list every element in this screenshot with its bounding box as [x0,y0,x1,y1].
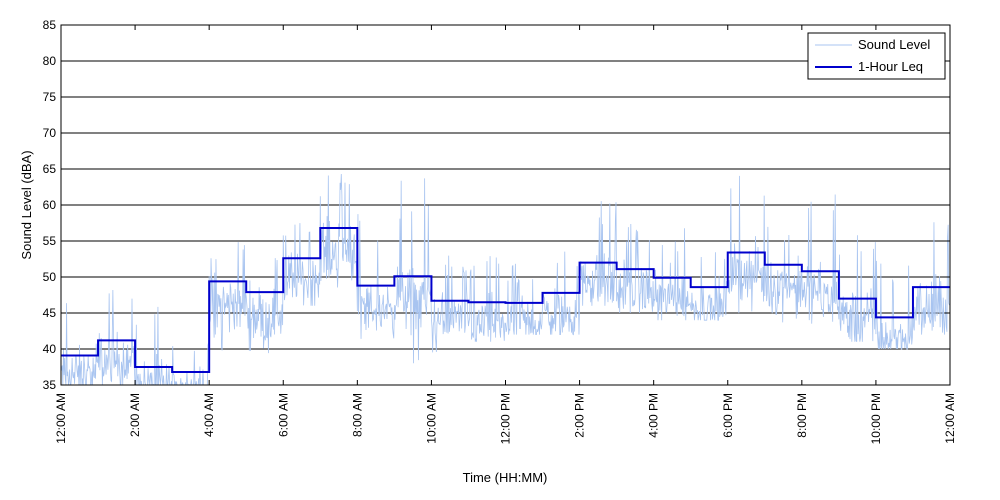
y-axis-ticks: 35 40 45 50 55 60 65 70 75 80 85 [43,18,950,392]
ytick-label-75: 75 [43,90,57,104]
xtick-label-12: 12:00 AM [943,393,957,444]
xtick-label-5: 10:00 AM [424,393,438,444]
xtick-label-3: 6:00 AM [276,393,290,437]
xtick-label-8: 4:00 PM [647,393,661,438]
ytick-label-55: 55 [43,234,57,248]
ytick-label-60: 60 [43,198,57,212]
xtick-label-9: 6:00 PM [721,393,735,438]
series-1-hour-leq [61,227,950,374]
xtick-label-4: 8:00 AM [350,393,364,437]
xtick-label-7: 2:00 PM [573,393,587,438]
ytick-label-65: 65 [43,162,57,176]
series-layer [61,174,950,385]
xtick-label-1: 2:00 AM [128,393,142,437]
legend-label-sound-level: Sound Level [858,37,930,52]
legend-label-1-hour-leq: 1-Hour Leq [858,59,923,74]
legend-box [807,32,946,80]
legend: Sound Level 1-Hour Leq [807,32,946,80]
ytick-label-40: 40 [43,342,57,356]
ytick-label-50: 50 [43,270,57,284]
ytick-label-80: 80 [43,54,57,68]
ytick-label-70: 70 [43,126,57,140]
x-axis-title: Time (HH:MM) [463,470,548,485]
xtick-label-2: 4:00 AM [202,393,216,437]
y-axis-title: Sound Level (dBA) [19,150,34,259]
xtick-label-6: 12:00 PM [499,393,513,444]
xtick-label-10: 8:00 PM [795,393,809,438]
xtick-label-11: 10:00 PM [869,393,883,444]
ytick-label-45: 45 [43,306,57,320]
xtick-label-0: 12:00 AM [54,393,68,444]
ytick-label-35: 35 [43,378,57,392]
x-axis-ticks: 12:00 AM 2:00 AM 4:00 AM 6:00 AM 8:00 AM 10:0… [54,25,957,444]
ytick-label-85: 85 [43,18,57,32]
